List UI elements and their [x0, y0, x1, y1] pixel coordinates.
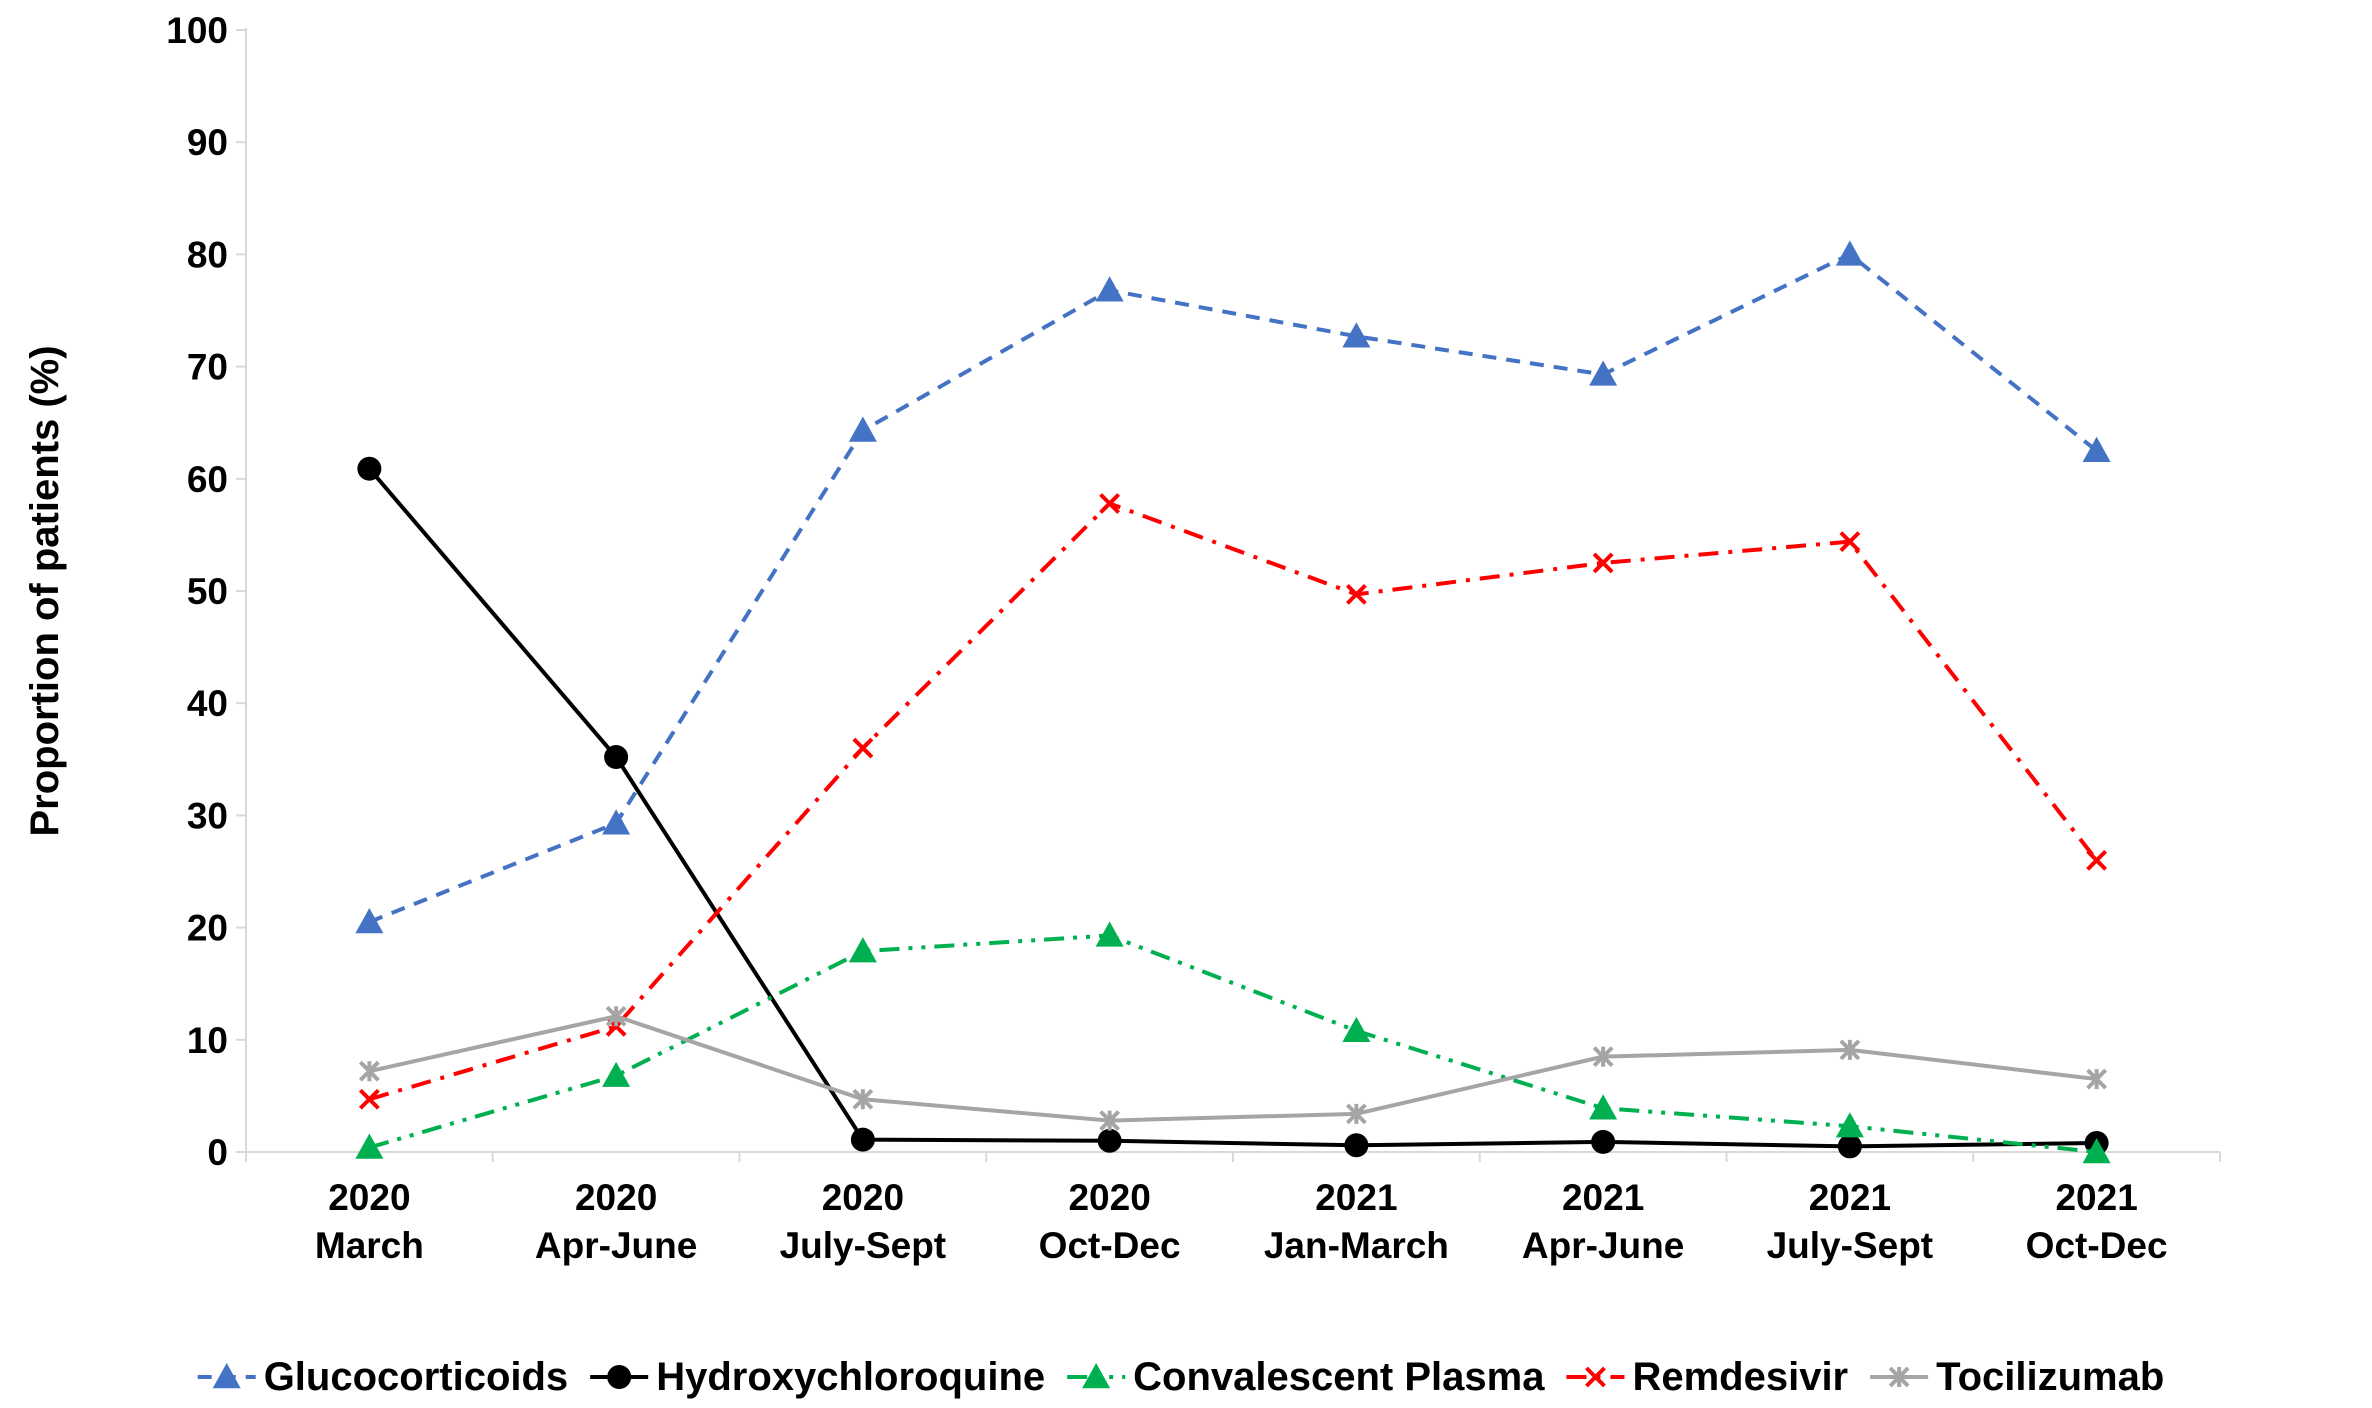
- data-point-tocilizumab: [1345, 1103, 1367, 1125]
- y-tick-label: 40: [187, 683, 228, 724]
- data-point-glucocorticoids: [848, 416, 877, 442]
- x-tick-label: 2020 Oct-Dec: [1039, 1177, 1181, 1266]
- data-point-convalescent-plasma: [2082, 1138, 2111, 1164]
- data-point-hydroxychloroquine: [604, 745, 629, 770]
- data-point-convalescent-plasma: [355, 1133, 384, 1159]
- data-point-glucocorticoids: [1342, 322, 1371, 348]
- data-point-glucocorticoids: [1835, 240, 1864, 266]
- legend-item-tocilizumab: Tocilizumab: [1870, 1355, 2164, 1399]
- x-tick-label: 2020 March: [315, 1177, 424, 1266]
- data-point-tocilizumab: [852, 1088, 874, 1110]
- y-tick-label: 90: [187, 122, 228, 163]
- data-point-remdesivir: [852, 737, 874, 759]
- data-point-hydroxychloroquine: [1344, 1133, 1369, 1158]
- data-point-glucocorticoids: [355, 907, 384, 934]
- y-tick-label: 0: [207, 1132, 228, 1173]
- series-remdesivir: [358, 493, 2108, 1110]
- data-point-tocilizumab: [605, 1005, 627, 1027]
- x-tick-label: 2020 Apr-June: [535, 1177, 697, 1266]
- data-point-tocilizumab: [1099, 1110, 1121, 1131]
- x-tick-label: 2021 Apr-June: [1522, 1177, 1684, 1266]
- data-point-convalescent-plasma: [1835, 1112, 1864, 1138]
- data-point-convalescent-plasma: [602, 1061, 631, 1087]
- y-tick-label: 60: [187, 459, 228, 500]
- data-point-remdesivir: [1839, 531, 1861, 553]
- series-line-convalescent-plasma: [368, 933, 2097, 1154]
- y-tick-label: 50: [187, 571, 228, 612]
- series-glucocorticoids: [355, 240, 2111, 934]
- data-point-glucocorticoids: [1095, 276, 1124, 302]
- legend: Glucocorticoids Hydroxychloroquine Convale…: [197, 1355, 2164, 1399]
- legend-item-glucocorticoids: Glucocorticoids: [197, 1355, 569, 1399]
- series-line-glucocorticoids: [368, 252, 2098, 924]
- data-point-glucocorticoids: [2082, 436, 2111, 462]
- data-point-convalescent-plasma: [848, 937, 877, 963]
- data-point-hydroxychloroquine: [1591, 1129, 1616, 1154]
- series-convalescent-plasma: [355, 921, 2111, 1164]
- data-point-tocilizumab: [1592, 1046, 1614, 1068]
- series-group: [355, 240, 2111, 1164]
- data-point-remdesivir: [1345, 583, 1367, 605]
- series-line-tocilizumab: [368, 1014, 2097, 1123]
- series-line-remdesivir: [368, 501, 2099, 1102]
- x-tick-label: 2021 Jan-March: [1264, 1177, 1449, 1266]
- legend-item-remdesivir: Remdesivir: [1566, 1355, 1848, 1399]
- data-point-convalescent-plasma: [1342, 1016, 1371, 1043]
- y-tick-label: 80: [187, 234, 228, 275]
- data-point-glucocorticoids: [602, 809, 631, 835]
- legend-label: Remdesivir: [1632, 1355, 1848, 1399]
- data-point-glucocorticoids: [1589, 360, 1618, 386]
- legend-marker: [607, 1365, 632, 1389]
- series-tocilizumab: [358, 1005, 2108, 1131]
- y-tick-label: 100: [166, 10, 228, 51]
- data-point-tocilizumab: [358, 1060, 380, 1082]
- data-point-tocilizumab: [1839, 1039, 1861, 1061]
- legend-label: Hydroxychloroquine: [656, 1355, 1045, 1399]
- data-point-hydroxychloroquine: [357, 456, 382, 481]
- y-tick-label: 10: [187, 1020, 228, 1061]
- legend-item-convalescent-plasma: Convalescent Plasma: [1067, 1355, 1545, 1399]
- data-point-remdesivir: [2086, 849, 2108, 871]
- data-point-convalescent-plasma: [1589, 1094, 1618, 1120]
- legend-marker: [1585, 1366, 1606, 1388]
- legend-marker: [212, 1363, 241, 1389]
- y-tick-label: 30: [187, 795, 228, 836]
- axes: 0 10 20 30 40 50 60 70 80 90 100 2020 March 2020 Apr-J…: [166, 10, 2221, 1266]
- legend-label: Glucocorticoids: [264, 1355, 569, 1399]
- data-point-hydroxychloroquine: [1097, 1128, 1122, 1153]
- y-tick-label: 70: [187, 347, 228, 388]
- series-line-hydroxychloroquine: [367, 467, 2097, 1149]
- data-point-remdesivir: [1592, 552, 1614, 574]
- data-point-hydroxychloroquine: [1837, 1134, 1862, 1159]
- x-tick-label: 2021 Oct-Dec: [2026, 1177, 2168, 1266]
- data-point-tocilizumab: [2086, 1068, 2108, 1090]
- y-tick-label: 20: [187, 908, 228, 949]
- legend-marker: [1082, 1363, 1111, 1389]
- data-point-convalescent-plasma: [1095, 921, 1124, 947]
- x-tick-label: 2020 July-Sept: [780, 1177, 947, 1266]
- x-tick-label: 2021 July-Sept: [1767, 1177, 1934, 1266]
- data-point-remdesivir: [1099, 493, 1121, 514]
- legend-label: Tocilizumab: [1936, 1355, 2164, 1399]
- data-point-hydroxychloroquine: [850, 1127, 875, 1152]
- legend-label: Convalescent Plasma: [1133, 1355, 1545, 1399]
- data-point-remdesivir: [358, 1088, 380, 1110]
- legend-marker: [1888, 1366, 1910, 1388]
- legend-item-hydroxychloroquine: Hydroxychloroquine: [590, 1355, 1045, 1399]
- y-axis-title: Proportion of patients (%): [23, 345, 67, 836]
